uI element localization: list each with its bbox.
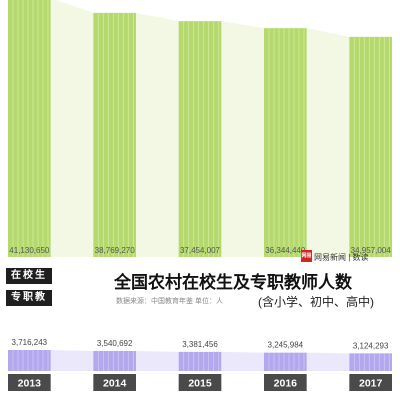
- teacher-bar-2017: [349, 353, 392, 371]
- teacher-connector: [306, 352, 350, 371]
- year-block-2014: [93, 374, 136, 391]
- year-block-2015: [178, 374, 222, 391]
- student-bar-2017: [349, 36, 392, 258]
- year-label-2014: 2014: [103, 378, 127, 390]
- teacher-value-label-2014: 3,540,692: [97, 339, 133, 348]
- teacher-value-label-2015: 3,381,456: [182, 340, 218, 349]
- students-tag: 在校生: [6, 268, 52, 284]
- teacher-bar-2013: [8, 350, 51, 371]
- student-bar-2015: [178, 21, 222, 257]
- student-connector: [306, 28, 350, 258]
- student-value-label-2016: 36,344,440: [265, 246, 306, 255]
- teacher-bars: [8, 350, 392, 371]
- chart-title: 全国农村在校生及专职教师人数: [114, 273, 352, 292]
- student-value-label-2014: 38,769,270: [95, 246, 136, 255]
- year-label-2017: 2017: [359, 378, 383, 390]
- student-connector: [50, 0, 94, 257]
- year-label-2013: 2013: [18, 378, 42, 390]
- student-value-label-2013: 41,130,650: [9, 246, 50, 255]
- value-labels: 41,130,650 3,716,243 38,769,270 3,540,692 37…: [9, 246, 391, 350]
- student-bar-2013: [8, 0, 51, 257]
- teacher-bar-2014: [93, 350, 136, 371]
- gap-layer: [50, 0, 350, 371]
- year-block-2013: [8, 374, 51, 391]
- brand-logo: 网易: [301, 250, 312, 262]
- student-connector: [221, 21, 264, 257]
- teacher-connector: [221, 351, 264, 371]
- student-bars: [8, 0, 392, 258]
- year-label-2015: 2015: [188, 378, 212, 390]
- chart-subtitle: (含小学、初中、高中): [258, 295, 374, 309]
- year-block-2016: [264, 374, 307, 391]
- teacher-bar-2015: [178, 351, 222, 371]
- data-source: 数据来源：中国教育年鉴 单位：人: [116, 298, 223, 305]
- year-axis: 2013 2014 2015 2016 2017: [8, 374, 392, 391]
- year-label-2016: 2016: [274, 378, 298, 390]
- teacher-bar-2016: [264, 352, 307, 371]
- teacher-value-label-2017: 3,124,293: [353, 341, 389, 350]
- student-value-label-2015: 37,454,007: [180, 246, 221, 255]
- teacher-value-label-2013: 3,716,243: [12, 338, 48, 347]
- student-bar-2016: [264, 28, 307, 258]
- teacher-value-label-2016: 3,245,984: [268, 341, 304, 350]
- student-value-label-2017: 34,957,004: [351, 246, 392, 255]
- teacher-connector: [50, 350, 94, 371]
- year-block-2017: [349, 374, 392, 391]
- teachers-tag: 专职教师: [6, 290, 52, 319]
- student-connector: [136, 12, 179, 257]
- student-bar-2014: [93, 12, 136, 257]
- brand-name: 网易新闻 | 数读: [314, 253, 369, 262]
- teacher-connector: [136, 350, 179, 371]
